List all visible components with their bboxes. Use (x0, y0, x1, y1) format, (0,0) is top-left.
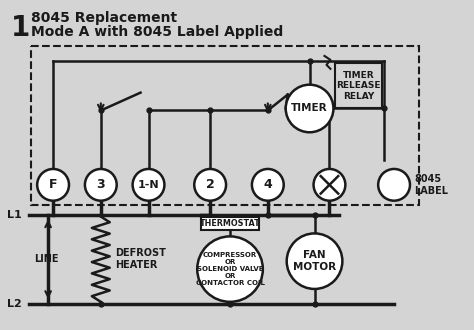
Text: 1-N: 1-N (138, 180, 159, 190)
Text: TIMER
RELEASE
RELAY: TIMER RELEASE RELAY (337, 71, 381, 101)
Text: 3: 3 (97, 178, 105, 191)
Text: Mode A with 8045 Label Applied: Mode A with 8045 Label Applied (31, 25, 283, 39)
Text: 8045
LABEL: 8045 LABEL (414, 174, 448, 196)
Text: DEFROST
HEATER: DEFROST HEATER (115, 248, 165, 270)
Circle shape (85, 169, 117, 201)
Text: F: F (49, 178, 57, 191)
Text: 4: 4 (264, 178, 272, 191)
Text: THERMOSTAT: THERMOSTAT (200, 219, 260, 228)
Text: COMPRESSOR
OR
SOLENOID VALVE
OR
CONTACTOR COIL: COMPRESSOR OR SOLENOID VALVE OR CONTACTO… (196, 252, 264, 286)
Text: L2: L2 (7, 299, 21, 309)
Circle shape (313, 169, 346, 201)
Text: 2: 2 (206, 178, 215, 191)
Circle shape (133, 169, 164, 201)
Circle shape (286, 85, 333, 132)
FancyBboxPatch shape (201, 216, 259, 230)
Circle shape (194, 169, 226, 201)
Circle shape (287, 233, 342, 289)
Text: TIMER: TIMER (291, 104, 328, 114)
Circle shape (197, 236, 263, 302)
Circle shape (378, 169, 410, 201)
Text: L1: L1 (7, 210, 21, 219)
Text: 8045 Replacement: 8045 Replacement (31, 11, 177, 25)
Bar (31, 46, 419, 205)
Text: 1: 1 (11, 14, 31, 42)
Circle shape (37, 169, 69, 201)
Text: FAN
MOTOR: FAN MOTOR (293, 250, 336, 272)
Text: LINE: LINE (34, 254, 58, 264)
Circle shape (252, 169, 284, 201)
